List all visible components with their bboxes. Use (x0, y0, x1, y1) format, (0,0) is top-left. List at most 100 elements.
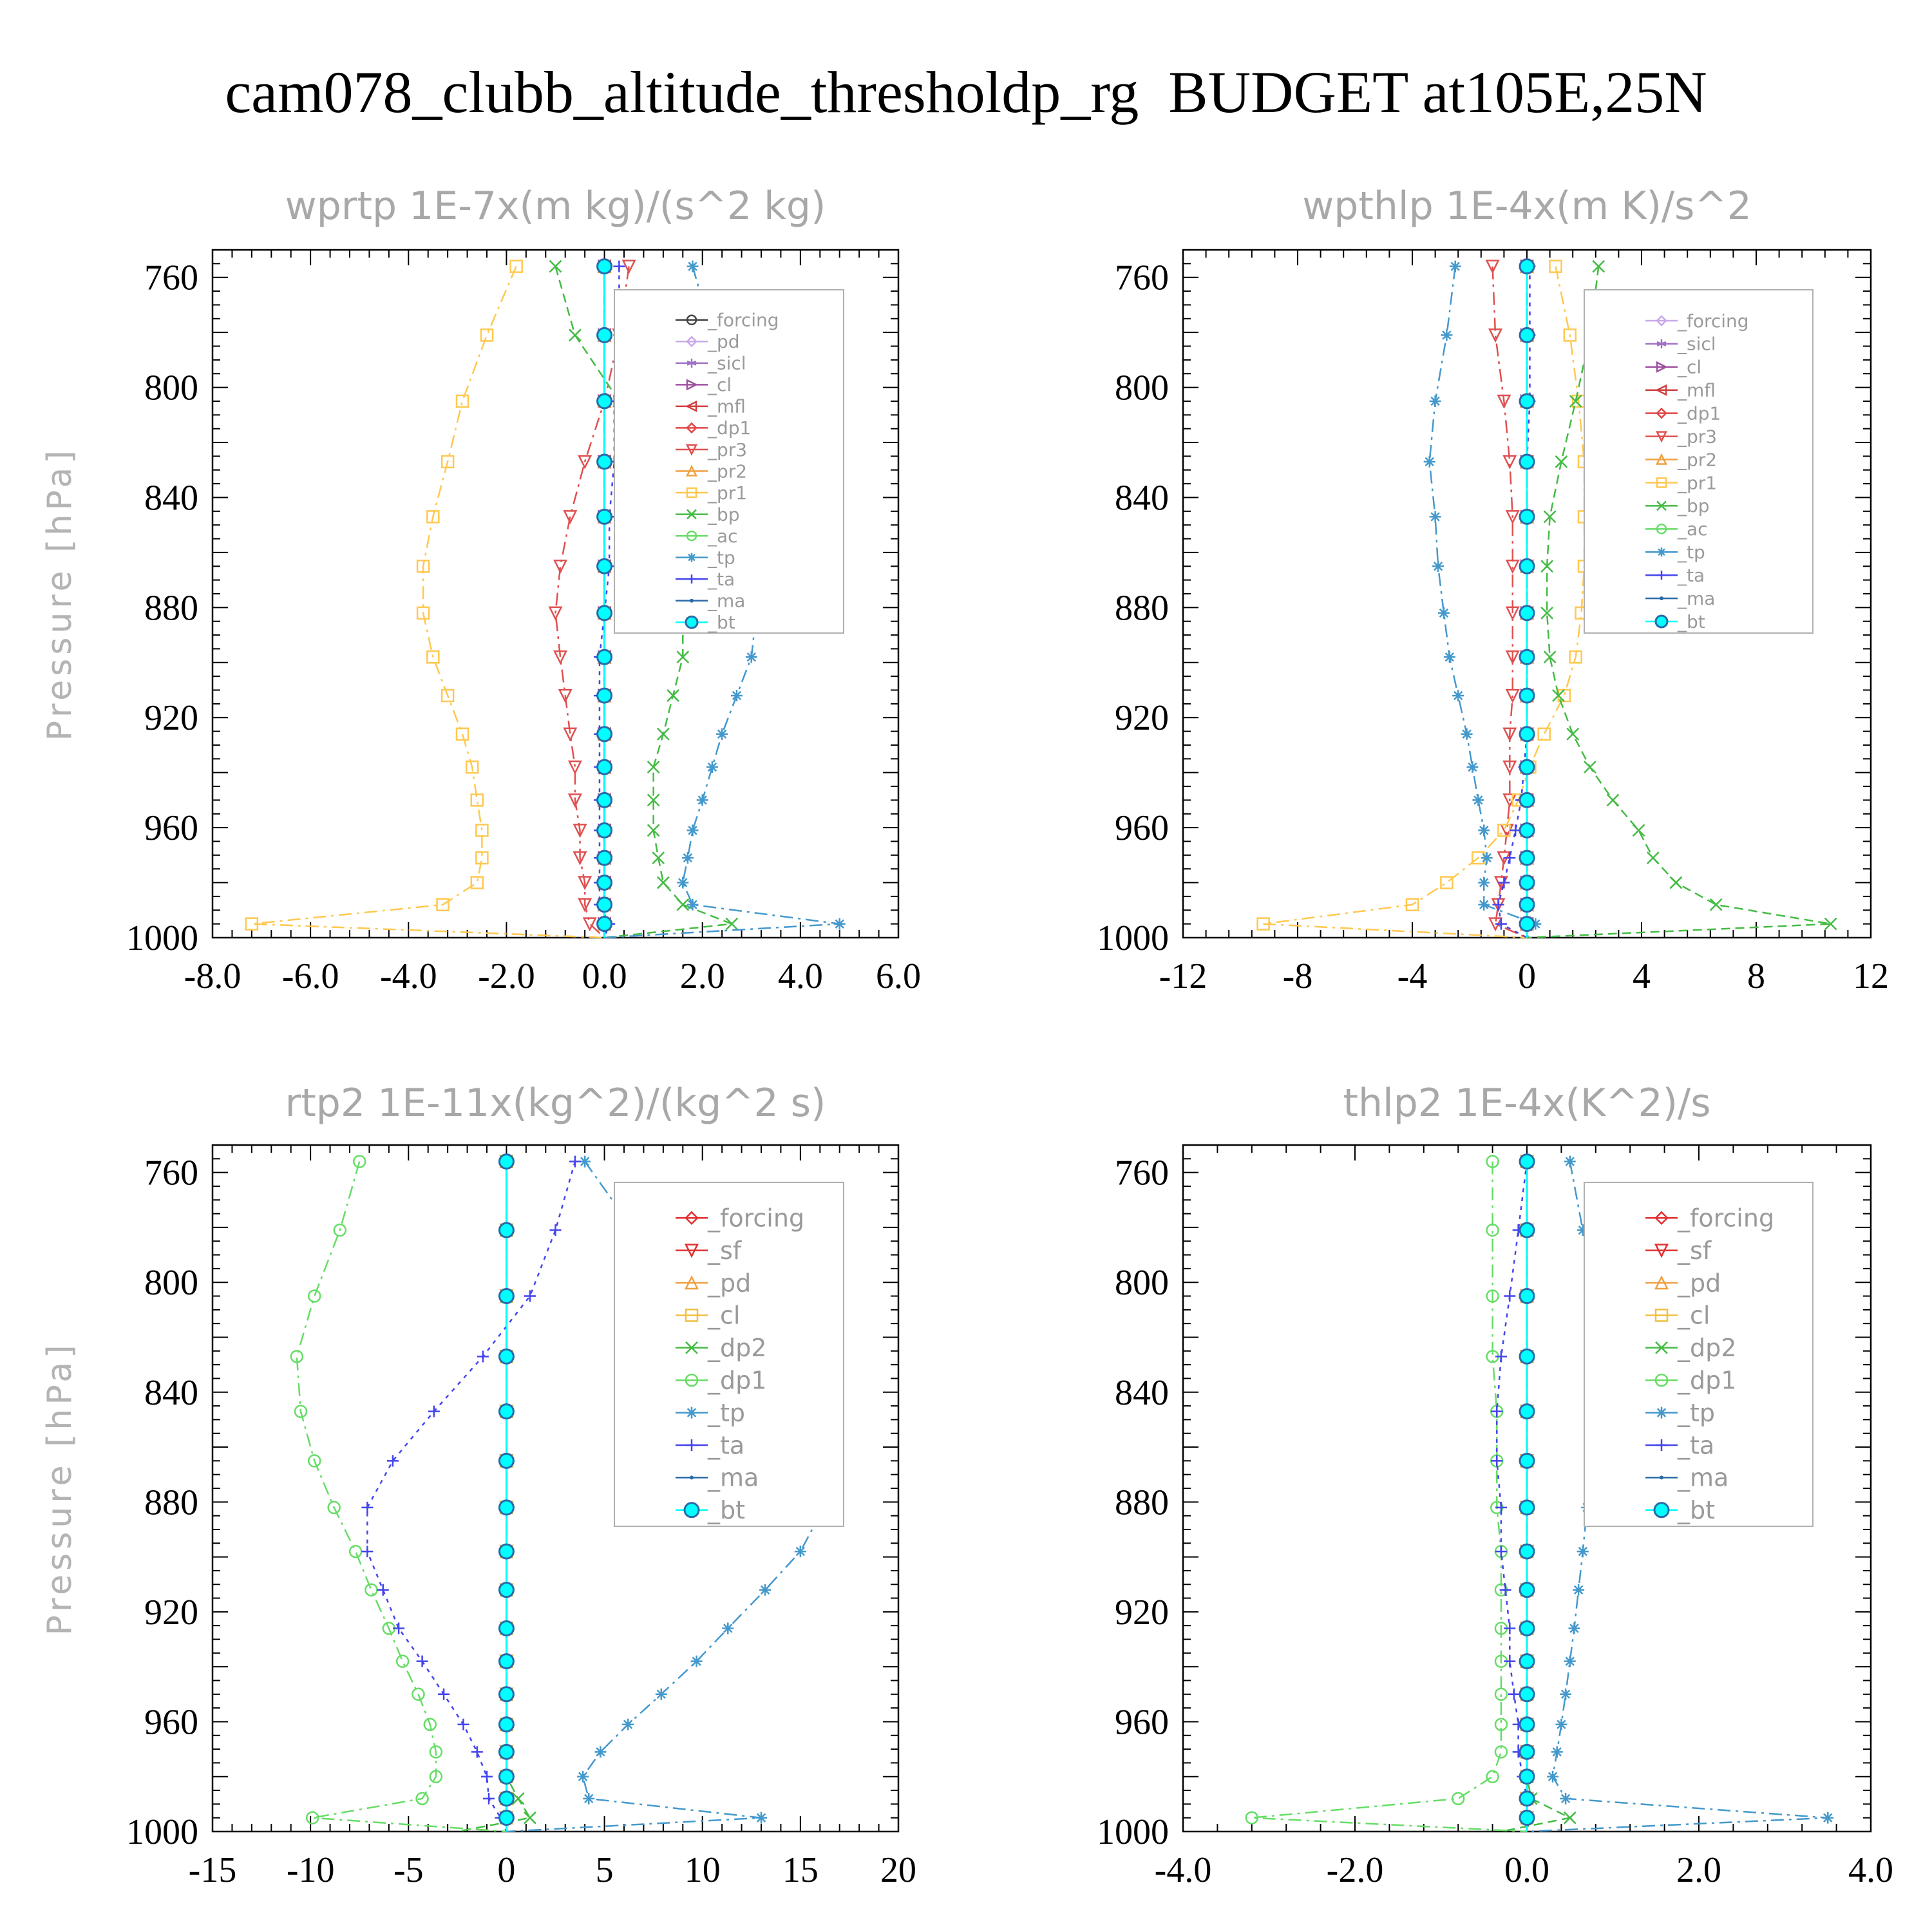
data-point (553, 560, 568, 574)
legend-label: _cl (1677, 357, 1701, 378)
data-point (1505, 606, 1520, 621)
data-point (1461, 728, 1473, 740)
data-point (725, 917, 739, 931)
series-ta (361, 1155, 581, 1832)
legend-marker (1656, 407, 1667, 419)
legend-label: _pr1 (707, 482, 747, 504)
data-point (1504, 852, 1516, 864)
data-point (1564, 1655, 1576, 1667)
y-tick-label: 1000 (1097, 918, 1169, 958)
y-tick-label: 840 (1115, 478, 1169, 518)
data-point (1497, 394, 1511, 409)
data-point (412, 1687, 425, 1701)
legend-label: _sicl (707, 353, 746, 374)
series-line (1492, 266, 1528, 939)
series-dp1 (1245, 1155, 1528, 1833)
legend-marker (1655, 384, 1667, 396)
legend-item-ta: _ta (676, 569, 735, 590)
data-point (377, 1584, 389, 1596)
data-point (569, 328, 582, 342)
legend-item-bt: _bt (1645, 611, 1705, 632)
legend-marker (1654, 1275, 1669, 1290)
data-point (1709, 898, 1723, 911)
legend-label: _bt (1677, 611, 1705, 632)
data-point (352, 1155, 366, 1168)
data-point (457, 1718, 469, 1730)
data-point (498, 1620, 515, 1636)
legend-label: _sf (707, 1236, 743, 1265)
data-point (833, 918, 846, 930)
x-tick-label: -4 (1397, 956, 1428, 996)
data-point (656, 727, 670, 741)
data-point (1519, 1403, 1535, 1420)
x-tick-label: -5 (393, 1850, 424, 1890)
legend-item-cl: _cl (676, 1302, 740, 1330)
data-point (483, 1792, 495, 1804)
data-point (1519, 759, 1535, 775)
y-axis-label: Pressure [hPa] (41, 447, 79, 741)
data-point (573, 824, 587, 838)
data-point (1519, 1768, 1535, 1785)
legend: _forcing _sf _pd _cl _dp2 _dp1 _tp _ta _ma _bt (614, 1182, 844, 1527)
legend-label: _bp (1677, 495, 1710, 516)
data-point (440, 688, 455, 703)
data-point (596, 896, 613, 913)
data-point (596, 508, 613, 525)
data-point (596, 605, 613, 621)
data-point (573, 851, 587, 866)
legend-item-ta: _ta (1645, 565, 1705, 586)
data-point (647, 761, 660, 774)
data-point (1504, 1655, 1516, 1667)
data-point (524, 1290, 536, 1302)
data-point (1519, 453, 1535, 470)
data-point (1519, 1348, 1535, 1365)
x-tick-label: 0 (1518, 956, 1536, 996)
data-point (471, 1746, 483, 1758)
data-point (1560, 1792, 1572, 1804)
legend-marker (686, 1406, 697, 1419)
x-tick-label: 5 (596, 1850, 614, 1890)
data-point (1519, 726, 1535, 743)
data-point (1466, 761, 1479, 773)
data-point (1519, 393, 1535, 410)
legend-marker (1656, 477, 1667, 488)
series-bt (1519, 258, 1535, 938)
data-point (1519, 875, 1535, 891)
x-tick-label: -10 (287, 1850, 335, 1890)
legend-label: _forcing (707, 310, 779, 331)
y-tick-label: 920 (144, 698, 198, 738)
legend-marker (686, 422, 697, 434)
legend-item-mfl: _mfl (676, 396, 746, 417)
data-point (1491, 1455, 1503, 1467)
legend-marker (1660, 1475, 1663, 1480)
data-point (613, 260, 625, 272)
data-point (416, 606, 430, 620)
y-tick-label: 1000 (126, 1812, 198, 1852)
data-point (498, 1543, 515, 1560)
legend: _forcing_sicl_cl_mfl_dp1_pr3_pr2_pr1_bp_… (1584, 289, 1814, 634)
data-point (596, 327, 613, 343)
legend-marker (686, 1439, 697, 1451)
data-point (1584, 761, 1596, 774)
y-tick-label: 880 (1115, 588, 1169, 628)
y-tick-label: 960 (144, 1702, 198, 1742)
data-point (1486, 1155, 1499, 1168)
data-point (423, 1718, 437, 1731)
legend-item-tp: _tp (676, 547, 735, 568)
data-point (498, 1222, 515, 1238)
data-point (1405, 898, 1419, 911)
data-point (596, 687, 613, 704)
data-point (1519, 1222, 1535, 1238)
data-point (1543, 510, 1557, 524)
x-tick-label: -2.0 (1327, 1850, 1384, 1890)
series-bt (596, 258, 613, 938)
data-point (730, 690, 743, 702)
data-point (1519, 1582, 1535, 1598)
data-point (596, 916, 613, 933)
x-tick-label: -12 (1159, 956, 1208, 996)
data-point (1498, 876, 1510, 889)
data-point (1504, 1622, 1516, 1634)
y-tick-label: 760 (144, 1153, 198, 1193)
x-tick-label: 4 (1633, 956, 1651, 996)
